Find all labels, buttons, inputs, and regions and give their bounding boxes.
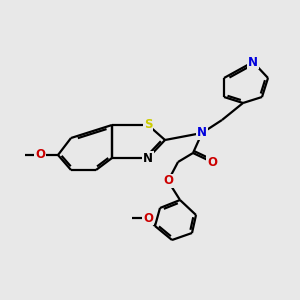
Text: O: O: [207, 155, 217, 169]
Text: N: N: [143, 152, 153, 164]
Text: O: O: [143, 212, 153, 224]
Text: N: N: [248, 56, 258, 68]
Text: O: O: [35, 148, 45, 161]
Text: O: O: [163, 175, 173, 188]
Text: N: N: [197, 127, 207, 140]
Text: S: S: [144, 118, 152, 131]
